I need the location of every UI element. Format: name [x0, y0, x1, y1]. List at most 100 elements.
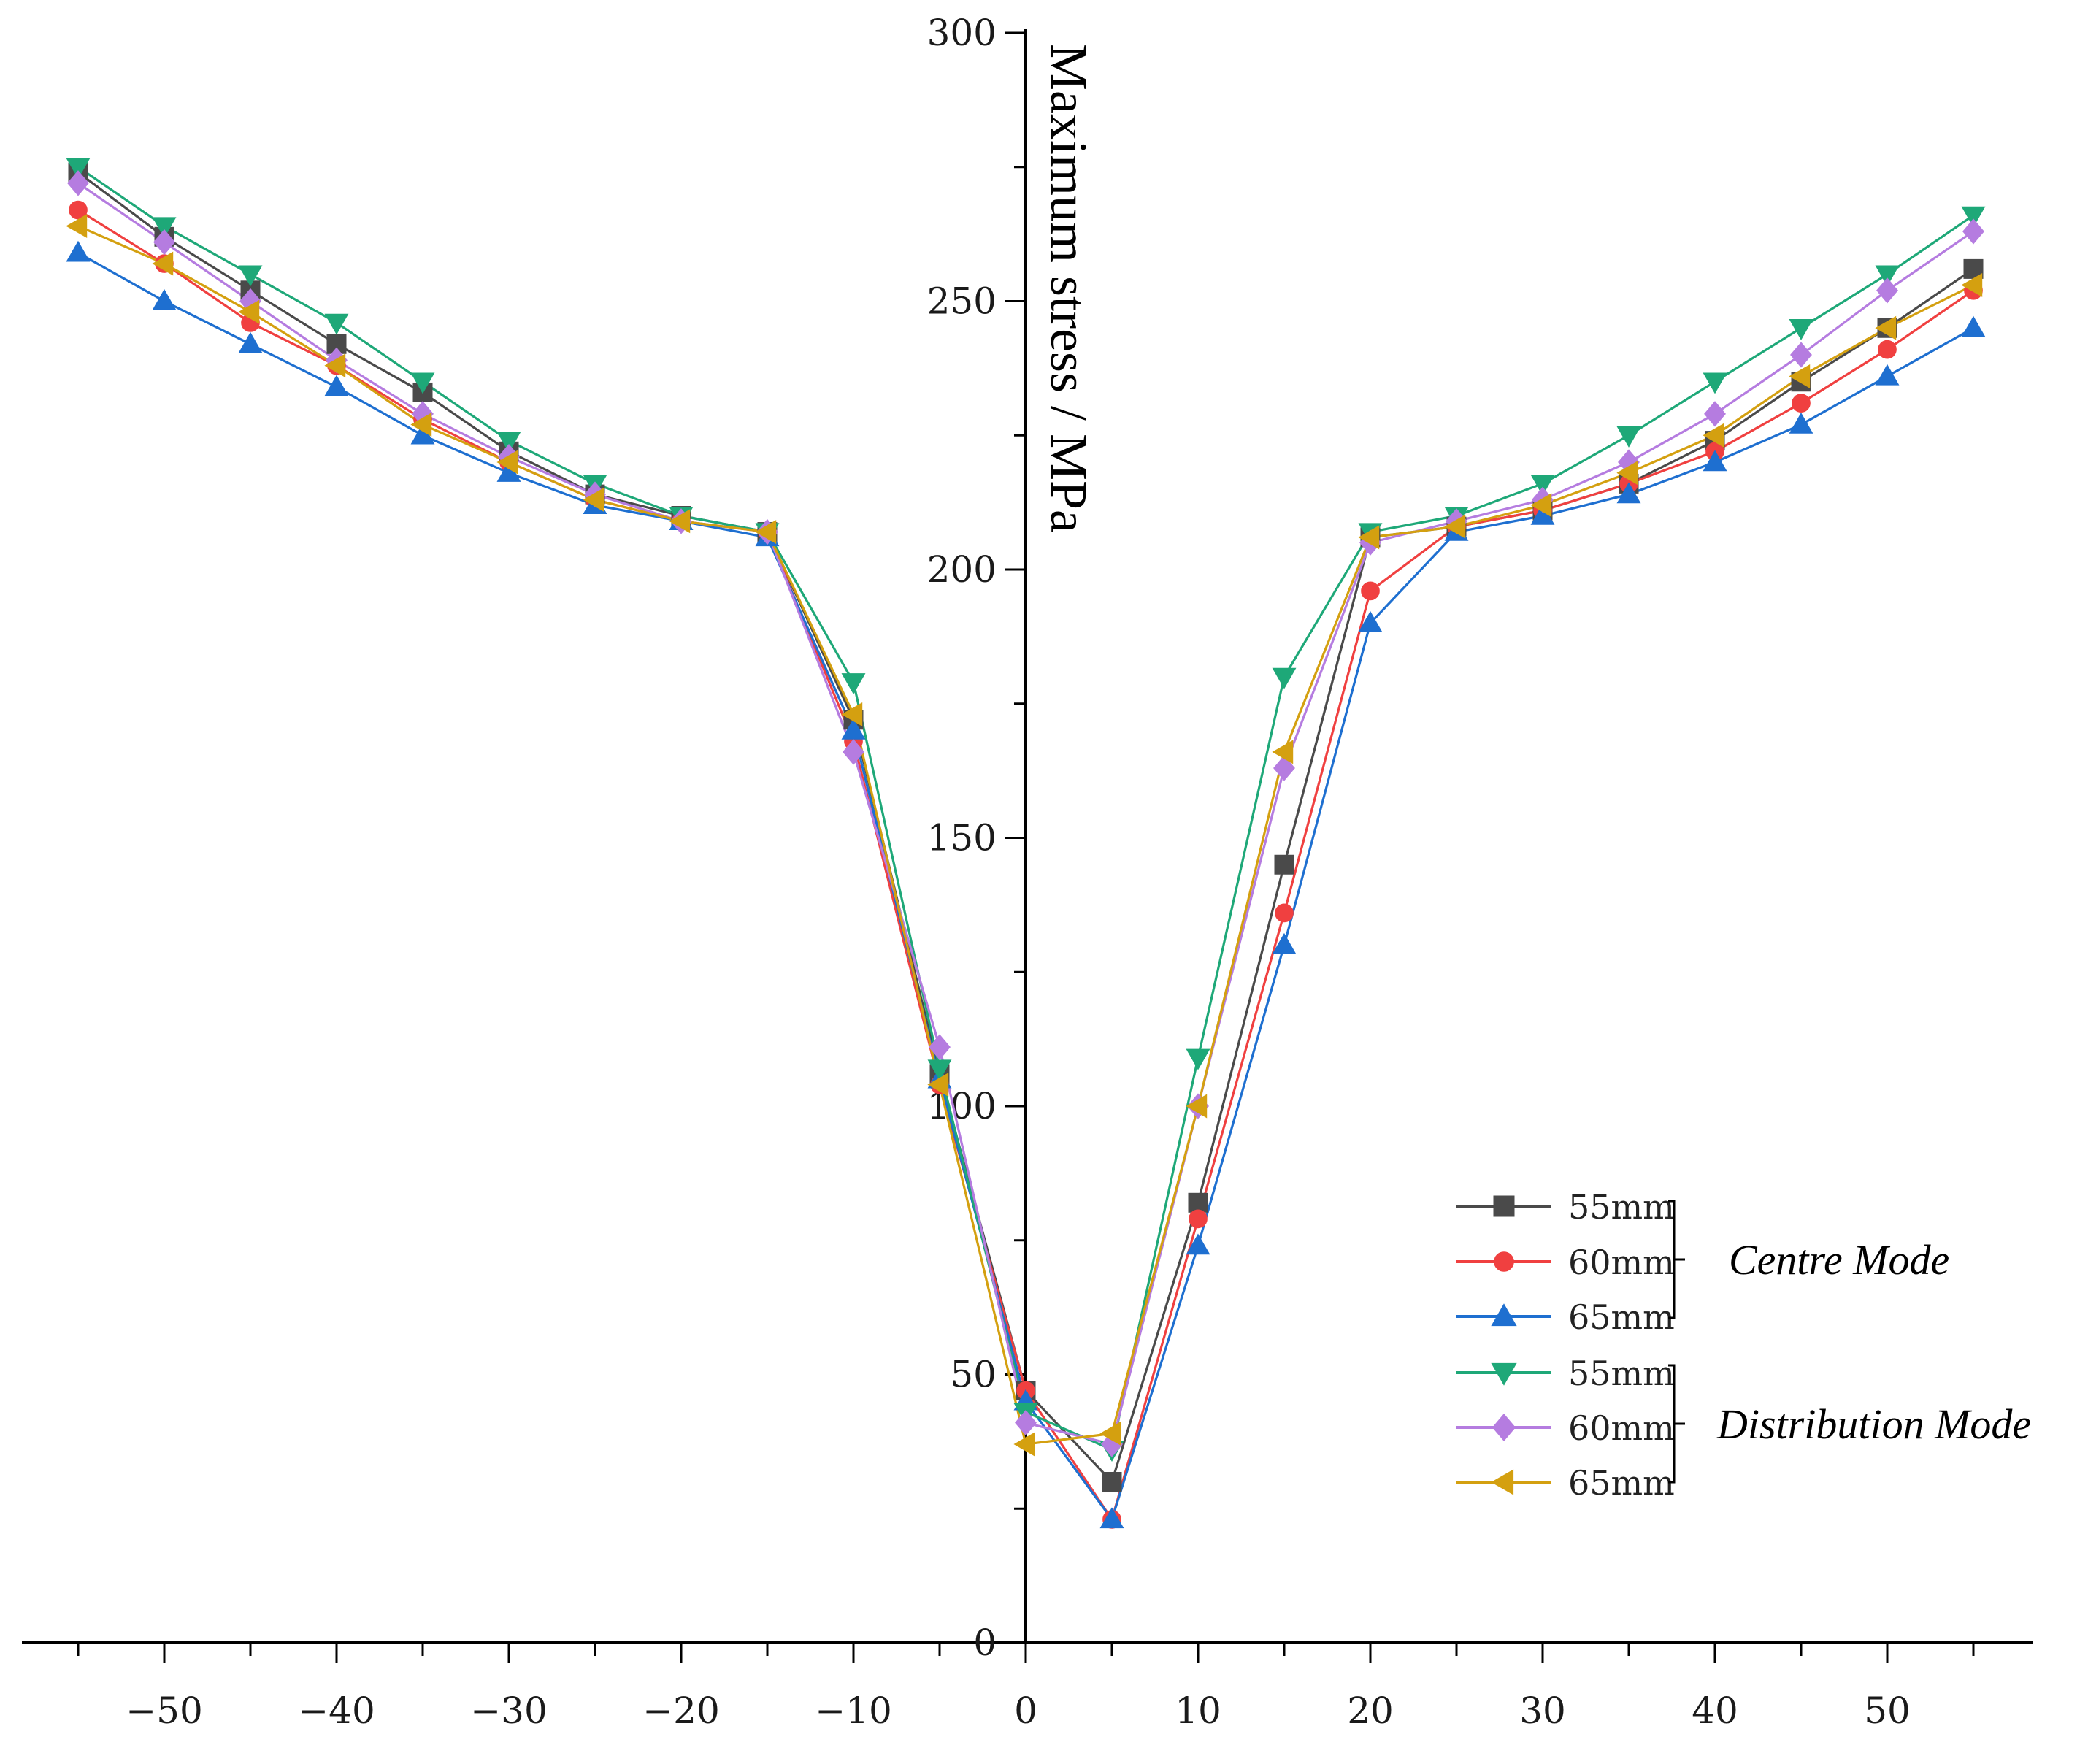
x-tick-label: 20: [1347, 1690, 1394, 1732]
data-point: [1789, 319, 1813, 340]
x-tick-label: −30: [470, 1690, 548, 1732]
data-point: [1878, 340, 1897, 359]
x-tick-label: 30: [1519, 1690, 1566, 1732]
x-tick-label: −20: [642, 1690, 720, 1732]
legend: 55mm 60mm 65mm 55mm 60mm 65mm Centre Mode Distr…: [1456, 1187, 2031, 1503]
data-point: [1790, 342, 1812, 368]
data-point: [1491, 1362, 1517, 1386]
data-point: [496, 432, 521, 453]
legend-label: 55mm: [1568, 1354, 1675, 1393]
data-point: [841, 718, 866, 740]
data-point: [152, 251, 174, 276]
data-point: [410, 413, 432, 437]
data-point: [324, 353, 346, 378]
data-point: [1704, 401, 1726, 427]
legend-group-label: Distribution Mode: [1716, 1400, 2031, 1448]
data-point: [238, 265, 263, 287]
data-point: [1188, 1192, 1208, 1213]
data-point: [153, 229, 175, 256]
x-tick-label: −10: [815, 1690, 892, 1732]
data-point: [1530, 475, 1555, 496]
data-point: [1494, 1251, 1514, 1272]
data-point: [1186, 1233, 1210, 1255]
data-point: [67, 170, 89, 196]
data-point: [927, 1073, 949, 1097]
data-point: [1361, 581, 1380, 601]
data-point: [841, 673, 866, 694]
data-point: [1703, 450, 1727, 472]
data-point: [1961, 315, 1986, 337]
data-point: [66, 158, 91, 180]
legend-brace: [1668, 1200, 1685, 1319]
data-point: [1358, 610, 1383, 632]
data-point: [843, 739, 864, 765]
data-point: [1875, 364, 1900, 386]
data-point: [1530, 493, 1552, 518]
data-point: [1616, 482, 1641, 504]
legend-label: 65mm: [1568, 1463, 1675, 1503]
data-point: [755, 520, 777, 545]
series-markers: [66, 158, 1986, 1529]
data-point: [1274, 854, 1294, 875]
legend-label: 60mm: [1568, 1408, 1675, 1448]
data-point: [1962, 218, 1984, 245]
data-point: [1099, 1507, 1124, 1529]
data-point: [66, 240, 91, 262]
data-point: [1616, 426, 1641, 448]
x-tick-label: 0: [1014, 1690, 1037, 1732]
series-markers-group: [66, 214, 1983, 1457]
legend-group-label: Centre Mode: [1729, 1236, 1949, 1284]
legend-label: 55mm: [1568, 1187, 1675, 1227]
data-point: [324, 375, 349, 396]
data-point: [1102, 1472, 1122, 1492]
y-tick-label: 150: [927, 817, 997, 859]
data-point: [152, 288, 177, 310]
data-point: [1493, 1195, 1515, 1217]
data-point: [1275, 903, 1294, 923]
data-point: [583, 487, 604, 512]
y-tick-label: 300: [927, 12, 997, 54]
data-point: [669, 509, 691, 534]
data-point: [1186, 1094, 1208, 1119]
data-point: [1186, 1048, 1210, 1070]
y-tick-label: 250: [927, 280, 997, 323]
data-point: [1876, 277, 1898, 304]
data-point: [1273, 755, 1295, 781]
data-point: [1789, 412, 1813, 434]
data-point: [1703, 423, 1724, 448]
legend-label: 60mm: [1568, 1243, 1675, 1282]
data-point: [1491, 1303, 1517, 1327]
data-point: [1703, 372, 1727, 394]
data-point: [1358, 525, 1380, 550]
legend-label: 65mm: [1568, 1297, 1675, 1337]
data-point: [1099, 1421, 1121, 1446]
x-ticks: −50 −40 −30 −20 −10 0 10 20 30 40 50: [77, 1643, 1975, 1732]
data-point: [1961, 206, 1986, 228]
data-point: [1444, 514, 1466, 539]
data-point: [66, 214, 88, 239]
data-point: [1875, 265, 1900, 287]
y-axis-label: Maximum stress / MPa: [1040, 44, 1098, 533]
data-point: [69, 200, 88, 220]
y-tick-label: 50: [950, 1354, 997, 1396]
data-point: [496, 450, 518, 475]
data-point: [929, 1034, 951, 1060]
series-markers-group: [66, 158, 1986, 1462]
x-tick-label: −50: [126, 1690, 203, 1732]
data-point: [152, 217, 177, 239]
data-point: [1272, 932, 1297, 954]
x-tick-label: 40: [1692, 1690, 1738, 1732]
data-point: [410, 372, 435, 394]
x-tick-label: 10: [1175, 1690, 1221, 1732]
data-point: [1015, 1409, 1037, 1436]
data-point: [238, 299, 260, 324]
data-point: [1189, 1209, 1208, 1229]
data-point: [238, 331, 263, 353]
x-tick-label: 50: [1864, 1690, 1911, 1732]
data-point: [841, 702, 863, 726]
data-point: [1792, 394, 1811, 413]
legend-brace: [1668, 1364, 1685, 1484]
y-tick-label: 0: [973, 1622, 997, 1664]
